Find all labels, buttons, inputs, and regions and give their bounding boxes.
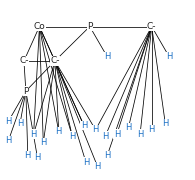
Text: H: H [102,132,108,141]
Text: H: H [137,130,143,139]
Text: H: H [149,125,155,134]
Text: H: H [17,119,23,128]
Text: H: H [5,117,12,126]
Text: H: H [25,151,31,160]
Text: H: H [83,158,89,167]
Text: H: H [69,132,75,141]
Text: C-: C- [19,57,29,66]
Text: H: H [56,127,62,136]
Text: P: P [23,87,28,96]
Text: H: H [114,130,120,139]
Text: H: H [162,119,168,128]
Text: H: H [5,136,12,145]
Text: H: H [30,130,37,139]
Text: H: H [94,162,101,171]
Text: H: H [104,151,110,160]
Text: H: H [92,125,99,134]
Text: H: H [40,138,46,147]
Text: H: H [81,121,87,130]
Text: H: H [166,52,172,61]
Text: C-: C- [147,22,156,31]
Text: H: H [104,52,110,61]
Text: H: H [125,123,132,132]
Text: H: H [34,153,41,162]
Text: Co: Co [34,22,45,31]
Text: P: P [87,22,92,31]
Text: C-: C- [50,57,60,66]
